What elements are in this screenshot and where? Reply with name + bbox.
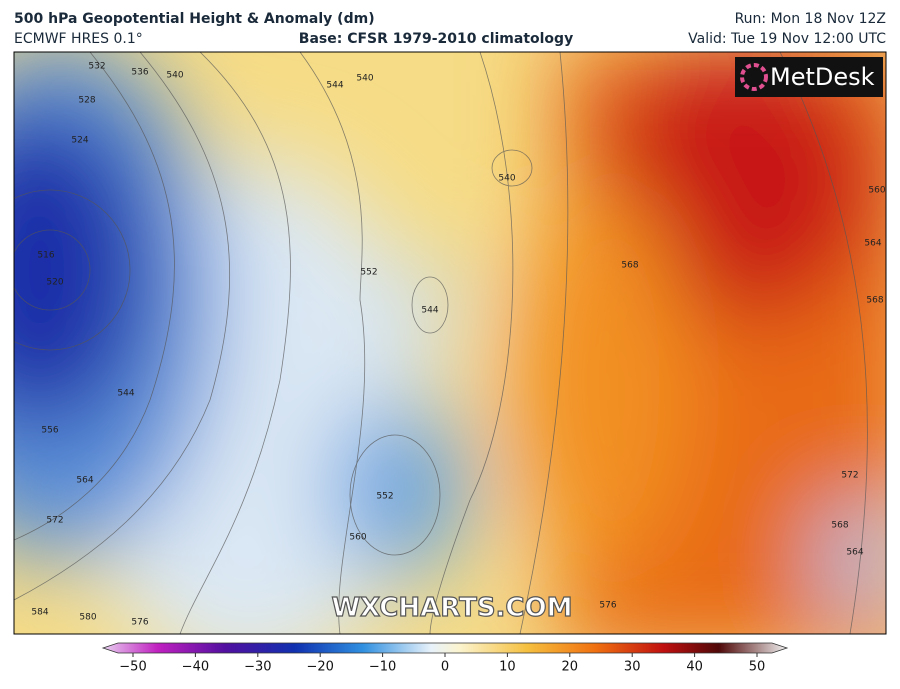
contour-label: 528	[78, 96, 95, 106]
watermark: WXCHARTS.COM	[331, 593, 572, 623]
contour-label: 572	[841, 471, 858, 481]
contour-label: 544	[117, 389, 134, 399]
valid-time: Valid: Tue 19 Nov 12:00 UTC	[688, 31, 886, 47]
map-frame	[13, 51, 887, 635]
climatology: Base: CFSR 1979-2010 climatology	[299, 31, 573, 47]
contour-label: 524	[71, 136, 88, 146]
colorbar-tick-label: 50	[749, 660, 766, 675]
colorbar: −50 −40 −30 −20 −10 0 10 20 30 40 50	[101, 642, 789, 675]
colorbar-tick-label: −50	[119, 660, 146, 675]
run-time: Run: Mon 18 Nov 12Z	[735, 11, 886, 27]
contour-label: 544	[421, 306, 438, 316]
contour-label: 568	[866, 296, 883, 306]
contour-label: 572	[46, 516, 63, 526]
contours	[14, 52, 868, 634]
colorbar-tick-label: 30	[624, 660, 641, 675]
colorbar-tick-label: 10	[499, 660, 516, 675]
contour-label: 564	[864, 239, 881, 249]
contour-label: 560	[349, 533, 366, 543]
contour-label: 552	[376, 492, 393, 502]
contour-label: 580	[79, 613, 96, 623]
logo-text: MetDesk	[770, 63, 875, 91]
contour-label: 540	[166, 71, 183, 81]
contour-label: 576	[599, 601, 616, 611]
contour-label: 520	[46, 278, 63, 288]
map: 532 536 540 540 544 528 524 540 552 544 516 520 544 5…	[14, 52, 886, 634]
contour-label: 516	[37, 251, 54, 261]
colorbar-tick-label: −20	[306, 660, 333, 675]
contour-label: 536	[131, 68, 148, 78]
colorbar-ramp	[101, 642, 789, 654]
contour-label: 568	[621, 261, 638, 271]
colorbar-tick-label: 20	[562, 660, 579, 675]
contour-label: 564	[76, 476, 93, 486]
contour-label: 568	[831, 521, 848, 531]
contour-label: 584	[31, 608, 48, 618]
contour-label: 560	[868, 186, 885, 196]
colorbar-tick-label: 40	[686, 660, 703, 675]
contour-label: 576	[131, 618, 148, 628]
contour-label: 556	[41, 426, 58, 436]
logo: MetDesk	[735, 57, 883, 97]
colorbar-tick-label: 0	[441, 660, 449, 675]
model: ECMWF HRES 0.1°	[14, 31, 143, 47]
contour-label: 552	[360, 268, 377, 278]
title: 500 hPa Geopotential Height & Anomaly (d…	[14, 11, 375, 27]
contour-label: 532	[88, 62, 105, 72]
contour-label: 564	[846, 548, 863, 558]
contour-label: 540	[498, 174, 515, 184]
colorbar-tick-label: −10	[369, 660, 396, 675]
colorbar-tick-label: −40	[182, 660, 209, 675]
contour-label: 540	[356, 74, 373, 84]
colorbar-tick-label: −30	[244, 660, 271, 675]
contour-label: 544	[326, 81, 343, 91]
